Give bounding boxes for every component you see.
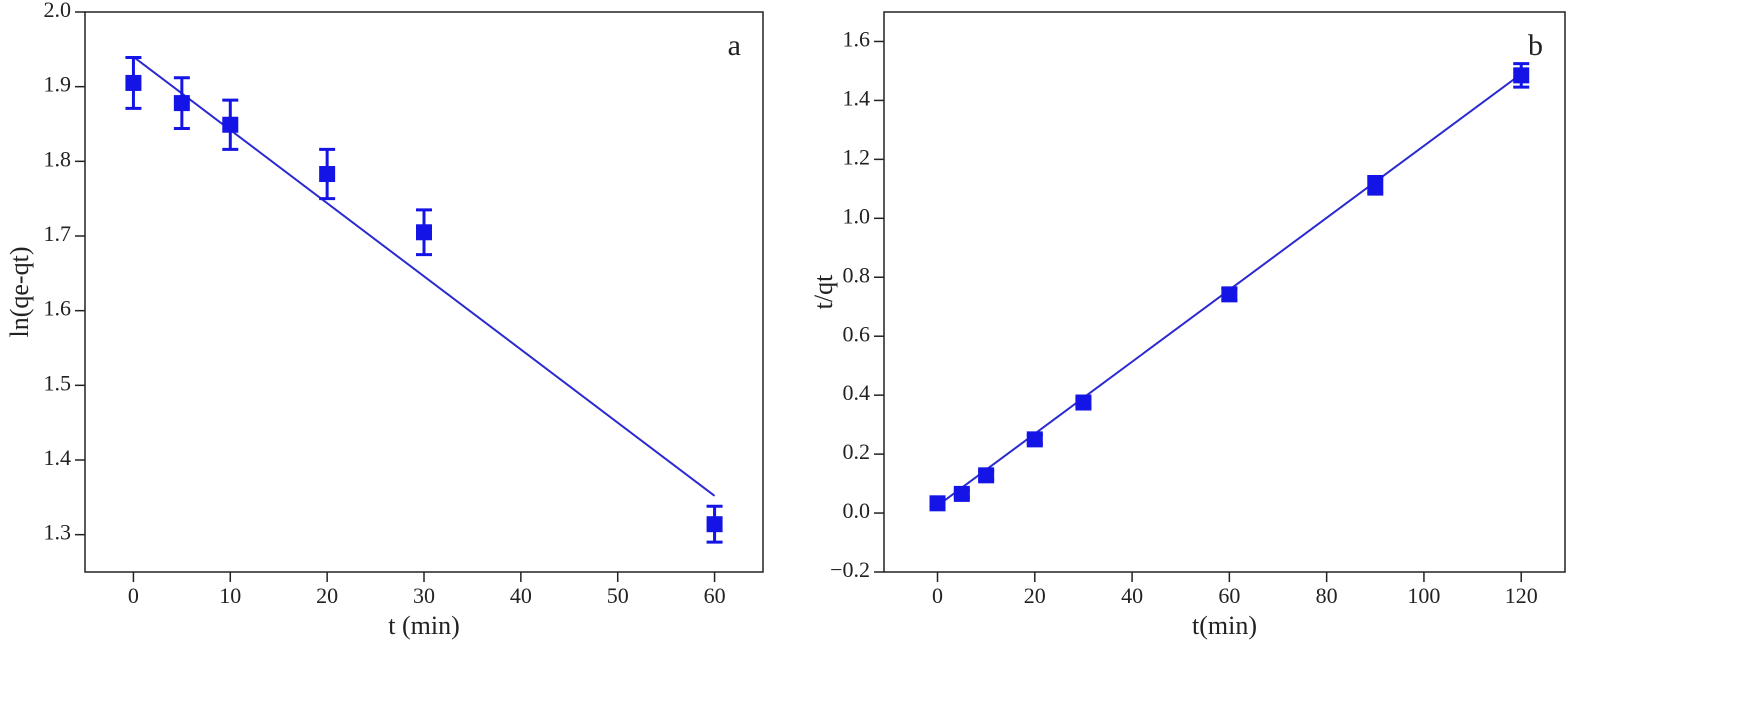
panel-label: b (1528, 29, 1543, 62)
y-axis-title: ln(qe-qt) (5, 247, 34, 338)
y-tick-label: 1.6 (44, 296, 72, 321)
y-tick-label: −0.2 (830, 557, 870, 582)
y-tick-label: 1.4 (843, 85, 871, 110)
y-tick-label: 1.8 (44, 146, 72, 171)
x-tick-label: 60 (704, 583, 726, 608)
y-tick-label: 1.4 (44, 445, 72, 470)
plot-frame (883, 11, 1566, 573)
data-point (1367, 177, 1384, 194)
data-point (1075, 394, 1092, 411)
x-tick-label: 0 (932, 583, 943, 608)
fit-line (132, 56, 716, 497)
y-tick-label: 1.3 (44, 520, 72, 545)
data-point (173, 95, 190, 112)
x-tick-label: 50 (607, 583, 629, 608)
data-point (1026, 431, 1043, 448)
x-tick-label: 30 (413, 583, 435, 608)
x-axis-title: t(min) (1192, 611, 1257, 640)
x-tick-label: 120 (1505, 583, 1538, 608)
x-tick-label: 40 (510, 583, 532, 608)
data-point (706, 516, 723, 533)
y-tick-label: 1.6 (843, 27, 871, 52)
panel-label: a (728, 29, 741, 62)
x-tick-label: 10 (219, 583, 241, 608)
x-tick-label: 80 (1316, 583, 1338, 608)
x-axis-title: t (min) (388, 611, 460, 640)
y-tick-label: 1.7 (44, 221, 72, 246)
x-tick-label: 100 (1407, 583, 1440, 608)
y-tick-label: 0.6 (843, 321, 871, 346)
x-tick-label: 20 (316, 583, 338, 608)
data-point (416, 224, 432, 241)
y-tick-label: 0.8 (843, 262, 871, 287)
data-point (319, 166, 336, 183)
data-point (1221, 286, 1238, 303)
data-point (222, 116, 239, 133)
data-point (125, 74, 142, 91)
x-tick-label: 20 (1024, 583, 1046, 608)
y-tick-label: 1.2 (843, 144, 871, 169)
y-tick-label: 0.0 (843, 498, 871, 523)
y-tick-label: 1.9 (44, 72, 72, 97)
y-axis-title: t/qt (809, 274, 838, 309)
x-tick-label: 40 (1121, 583, 1143, 608)
y-tick-label: 1.5 (44, 370, 72, 395)
data-point (953, 485, 970, 502)
y-tick-label: 0.4 (843, 380, 871, 405)
data-point (929, 495, 946, 512)
y-tick-label: 1.0 (843, 203, 871, 228)
data-point (1513, 67, 1530, 84)
x-tick-label: 0 (128, 583, 139, 608)
y-tick-label: 2.0 (44, 0, 72, 22)
data-point (978, 467, 995, 484)
x-tick-label: 60 (1218, 583, 1240, 608)
y-tick-label: 0.2 (843, 439, 871, 464)
